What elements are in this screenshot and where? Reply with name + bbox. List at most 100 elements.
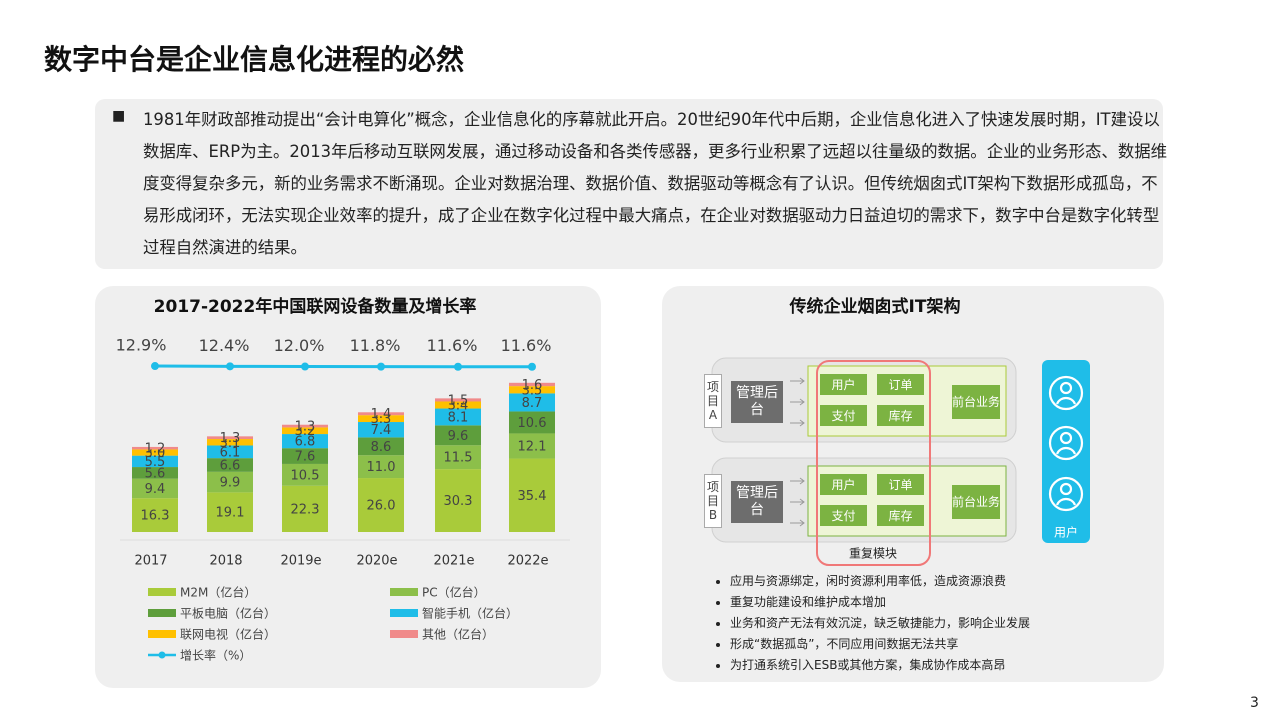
bullet: 业务和资产无法有效沉淀，缺乏敏捷能力，影响企业发展 [730, 613, 1030, 634]
bar-value-label: 3.4 [448, 399, 469, 414]
bar-value-label: 30.3 [444, 494, 473, 509]
line-value-label: 12.0% [274, 336, 325, 355]
legend-swatch [158, 651, 166, 659]
bar-segment [358, 437, 404, 456]
bar-segment [282, 427, 328, 435]
bar-value-label: 16.3 [141, 509, 170, 524]
repeat-highlight [816, 360, 931, 566]
bar-value-label: 19.1 [216, 506, 245, 521]
bar-value-label: 22.3 [291, 502, 320, 517]
line-value-label: 12.4% [199, 336, 250, 355]
bar-value-label: 3.0 [145, 446, 166, 461]
module: 库存 [877, 505, 924, 526]
bar-value-label: 1.3 [295, 420, 316, 435]
legend-label: 智能手机（亿台） [422, 606, 518, 621]
bullet: 应用与资源绑定，闲时资源利用率低，造成资源浪费 [730, 571, 1030, 592]
page-number: 3 [1250, 695, 1259, 711]
legend-label: 增长率（%） [180, 648, 251, 663]
legend-swatch [390, 609, 418, 617]
bar-value-label: 12.1 [518, 439, 547, 454]
bar-value-label: 7.4 [371, 423, 392, 438]
bar-value-label: 3.3 [371, 412, 392, 427]
bar-value-label: 1.3 [220, 431, 241, 446]
diagram-title: 传统企业烟囱式IT架构 [789, 296, 961, 317]
bullet: 为打通系统引入ESB或其他方案，集成协作成本高昂 [730, 655, 1030, 676]
bar-value-label: 1.6 [522, 378, 543, 393]
bar-segment [435, 408, 481, 426]
x-tick-label: 2019e [280, 554, 321, 569]
bar-segment [132, 446, 178, 450]
bar-segment [207, 458, 253, 472]
legend-label: PC（亿台） [422, 585, 486, 600]
x-tick-label: 2017 [134, 554, 167, 569]
bar-segment [358, 478, 404, 532]
bar-segment [435, 445, 481, 470]
bar-segment [282, 448, 328, 464]
bullet-list: 应用与资源绑定，闲时资源利用率低，造成资源浪费 重复功能建设和维护成本增加 业务… [712, 571, 1030, 676]
legend-swatch [148, 588, 176, 596]
intro-text: 1981年财政部推动提出“会计电算化”概念，企业信息化的序幕就此开启。20世纪9… [143, 110, 1167, 257]
bar-segment [132, 467, 178, 479]
bar-segment [509, 382, 555, 387]
legend-swatch [390, 588, 418, 596]
bar-value-label: 9.6 [448, 429, 469, 444]
bar-value-label: 1.4 [371, 407, 392, 422]
project-label: 项目B [704, 474, 722, 528]
bar-segment [207, 471, 253, 493]
intro-box [95, 99, 1163, 269]
line-point [301, 362, 309, 371]
user-icons [1048, 375, 1084, 512]
bar-value-label: 1.5 [448, 393, 469, 408]
bar-value-label: 11.0 [367, 460, 396, 475]
bar-value-label: 9.4 [145, 482, 166, 497]
bar-segment [132, 455, 178, 468]
bar-segment [435, 469, 481, 532]
bar-segment [509, 458, 555, 532]
bar-value-label: 3.5 [522, 383, 543, 398]
bar-segment [282, 434, 328, 449]
bar-value-label: 3.2 [295, 424, 316, 439]
bar-segment [207, 492, 253, 532]
bar-value-label: 8.7 [522, 396, 543, 411]
arrows [790, 377, 805, 527]
x-tick-label: 2021e [433, 554, 474, 569]
bar-value-label: 9.9 [220, 476, 241, 491]
bar-segment [509, 433, 555, 459]
bar-value-label: 26.0 [367, 499, 396, 514]
line-value-label: 12.9% [116, 336, 167, 355]
bar-segment [509, 411, 555, 434]
bar-value-label: 5.5 [145, 455, 166, 470]
bullet: 形成“数据孤岛”，不同应用间数据无法共享 [730, 634, 1030, 655]
line-point [528, 362, 536, 371]
module: 用户 [820, 474, 867, 495]
bar-value-label: 8.1 [448, 410, 469, 425]
bar-segment [358, 422, 404, 438]
line-point [226, 362, 234, 371]
frontend: 前台业务 [952, 385, 1000, 419]
repeat-label: 重复模块 [849, 547, 897, 561]
bar-segment [132, 498, 178, 532]
bar-segment [132, 449, 178, 456]
bar-value-label: 1.2 [145, 442, 166, 457]
bar-value-label: 11.5 [444, 451, 473, 466]
project-label: 项目A [704, 374, 722, 428]
bullet: 重复功能建设和维护成本增加 [730, 592, 1030, 613]
module: 用户 [820, 374, 867, 395]
bar-segment [282, 424, 328, 428]
legend-label: 平板电脑（亿台） [180, 606, 276, 621]
module: 库存 [877, 405, 924, 426]
legend-swatch [390, 630, 418, 638]
x-tick-label: 2018 [209, 554, 242, 569]
user-panel [1042, 360, 1090, 543]
x-tick-label: 2020e [356, 554, 397, 569]
bar-value-label: 10.6 [518, 416, 547, 431]
bar-value-label: 5.6 [145, 466, 166, 481]
line-value-label: 11.6% [501, 336, 552, 355]
backend: 管理后台 [731, 481, 783, 523]
line [154, 364, 532, 369]
bar-segment [358, 412, 404, 416]
bar-segment [282, 485, 328, 532]
bar-value-label: 6.1 [220, 445, 241, 460]
